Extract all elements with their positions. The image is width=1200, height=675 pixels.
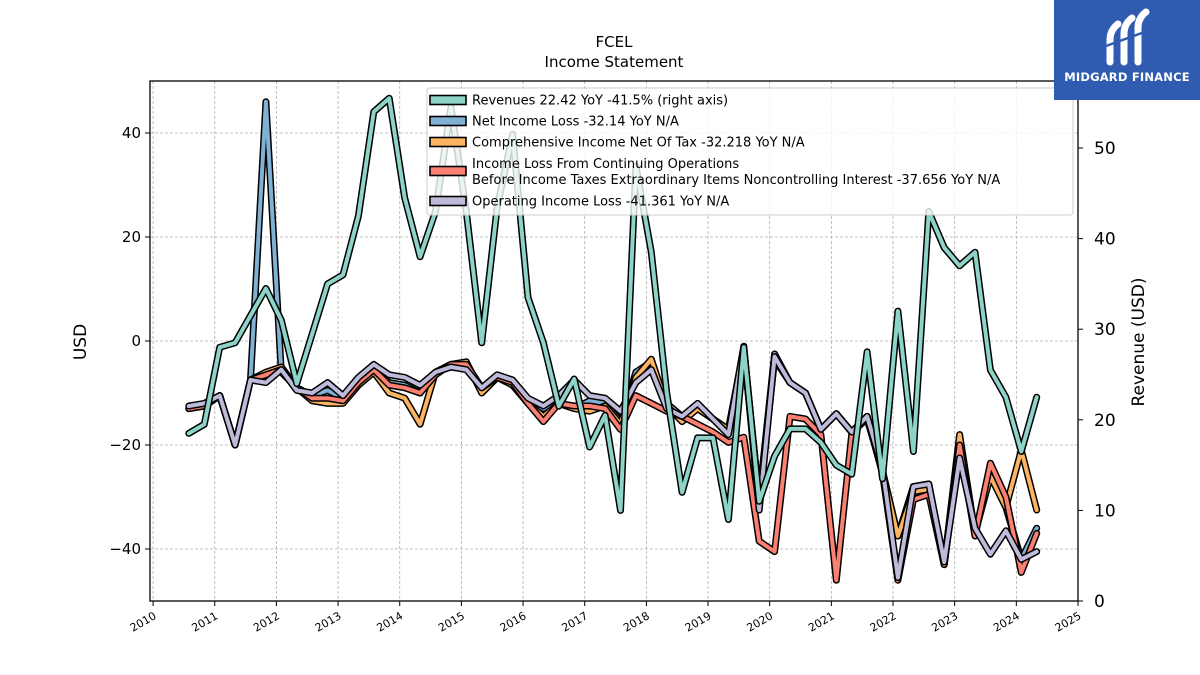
x-tick-label: 2022 xyxy=(868,609,899,634)
x-tick-label: 2024 xyxy=(991,609,1022,634)
midgard-finance-logo: MIDGARD FINANCE xyxy=(1054,0,1200,100)
right-y-tick-label: 50 xyxy=(1094,139,1116,159)
legend-swatch xyxy=(429,94,467,106)
right-y-tick-label: 40 xyxy=(1094,230,1116,250)
legend-label: Operating Income Loss -41.361 YoY N/A xyxy=(472,195,729,210)
legend-swatch xyxy=(429,115,467,127)
legend-label-line: Before Income Taxes Extraordinary Items … xyxy=(472,173,1000,188)
legend-label: Revenues 22.42 YoY -41.5% (right axis) xyxy=(472,94,728,109)
legend-label: Net Income Loss -32.14 YoY N/A xyxy=(472,115,679,130)
x-tick-label: 2011 xyxy=(189,609,220,634)
right-y-tick-label: 10 xyxy=(1094,501,1116,521)
midgard-logo-icon xyxy=(1105,8,1151,66)
legend-label-line: Income Loss From Continuing Operations xyxy=(472,157,739,172)
left-y-tick-label: 40 xyxy=(122,124,141,142)
x-tick-label: 2014 xyxy=(374,609,405,634)
left-y-tick-label: 20 xyxy=(122,228,141,246)
x-tick-label: 2012 xyxy=(251,609,282,634)
legend-swatch xyxy=(429,195,467,207)
legend-frame xyxy=(426,87,1074,216)
series-0 xyxy=(185,94,1041,523)
x-tick-label: 2017 xyxy=(559,609,590,634)
x-tick-label: 2013 xyxy=(313,609,344,634)
x-tick-label: 2015 xyxy=(436,609,467,634)
x-tick-label: 2016 xyxy=(498,609,529,634)
series-lines xyxy=(185,94,1041,584)
x-tick-label: 2010 xyxy=(128,609,159,634)
right-y-axis-label: Revenue (USD) xyxy=(1129,277,1149,406)
x-tick-label: 2021 xyxy=(806,609,837,634)
left-y-axis: −40 −20 0 20 40 xyxy=(109,124,150,558)
legend: Revenues 22.42 YoY -41.5% (right axis) Ne… xyxy=(426,87,1074,216)
right-y-tick-label: 20 xyxy=(1094,411,1116,431)
series-line xyxy=(186,344,1039,580)
legend-label: Income Loss From Continuing Operations Be… xyxy=(472,157,1000,188)
left-y-axis-label: USD xyxy=(71,324,91,360)
x-tick-label: 2025 xyxy=(1053,609,1084,634)
left-y-tick-label: −20 xyxy=(109,436,141,454)
x-axis: 2010 2011 2012 2013 2014 2015 2016 2017 2018 2019… xyxy=(128,601,1084,635)
x-tick-label: 2020 xyxy=(744,609,775,634)
series-line xyxy=(186,96,1039,522)
right-y-axis: 0 10 20 30 40 50 xyxy=(1078,139,1116,612)
x-tick-label: 2018 xyxy=(621,609,652,634)
legend-swatch xyxy=(429,165,467,177)
logo-text: MIDGARD FINANCE xyxy=(1064,70,1190,84)
x-tick-label: 2023 xyxy=(929,609,960,634)
series-4 xyxy=(185,342,1041,582)
chart-subtitle: Income Statement xyxy=(545,53,684,71)
x-tick-label: 2019 xyxy=(683,609,714,634)
left-y-tick-label: −40 xyxy=(109,540,141,558)
legend-swatch xyxy=(429,136,467,148)
right-y-tick-label: 30 xyxy=(1094,320,1116,340)
right-y-tick-label: 0 xyxy=(1094,592,1105,612)
left-y-tick-label: 0 xyxy=(131,332,141,350)
legend-label: Comprehensive Income Net Of Tax -32.218 … xyxy=(472,136,805,151)
chart-title: FCEL xyxy=(596,33,634,51)
